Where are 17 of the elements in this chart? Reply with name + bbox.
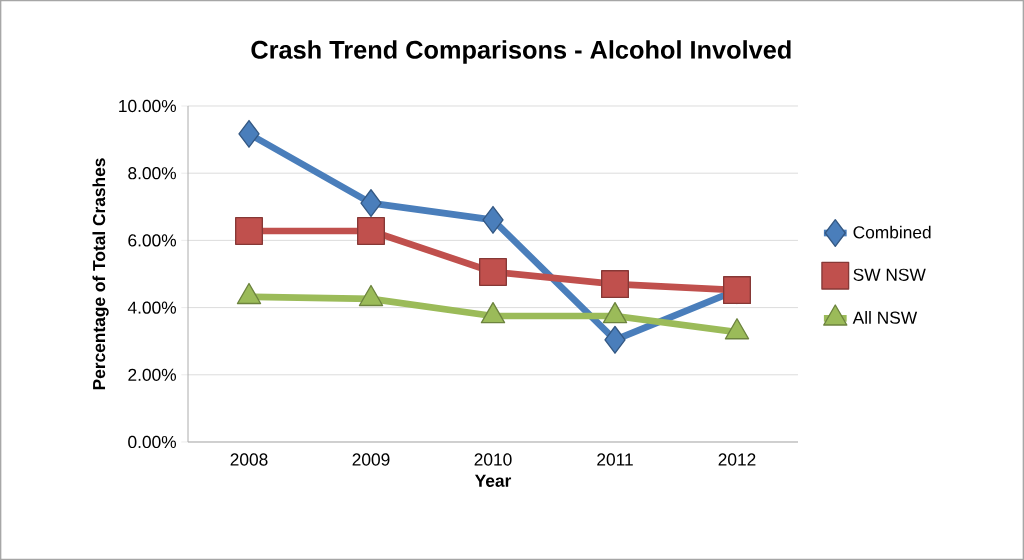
y-tick-label: 6.00%: [128, 234, 177, 247]
x-tick-label: 2009: [352, 453, 390, 466]
x-axis-title: Year: [474, 474, 512, 487]
y-tick-label: 10.00%: [119, 99, 177, 113]
x-tick-label: 2011: [597, 453, 633, 466]
legend-label: SW NSW: [853, 268, 926, 281]
y-tick-label: 0.00%: [128, 435, 177, 449]
legend-label: Combined: [853, 225, 931, 239]
x-tick-label: 2010: [474, 453, 512, 466]
chart-title: Crash Trend Comparisons - Alcohol Involved: [251, 40, 791, 64]
y-axis-title: Percentage of Total Crashes: [92, 158, 109, 390]
y-tick-label: 2.00%: [128, 368, 177, 381]
x-tick-label: 2012: [718, 453, 756, 466]
legend-label: All NSW: [852, 311, 918, 324]
x-tick-label: 2008: [230, 453, 268, 466]
y-tick-label: 8.00%: [128, 167, 177, 180]
y-tick-label: 4.00%: [127, 301, 177, 314]
